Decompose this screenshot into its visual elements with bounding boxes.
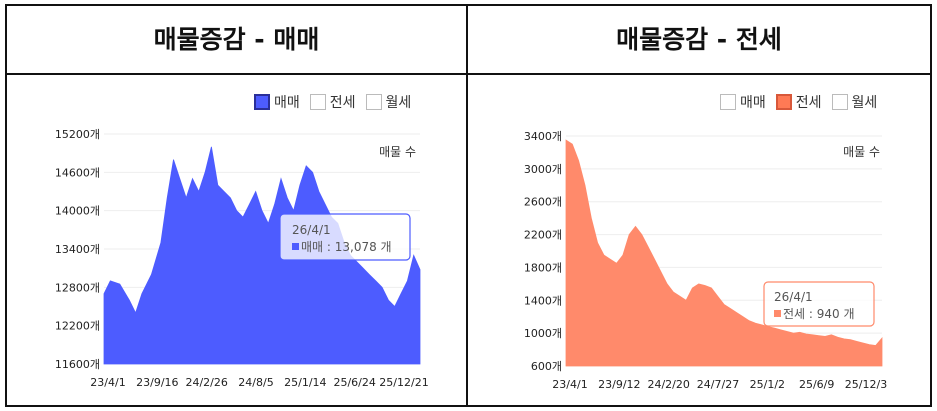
tooltip-date: 26/4/1: [774, 290, 813, 304]
left-legend: 매매 전세 월세: [250, 92, 411, 112]
legend-toggle-sale[interactable]: 매매: [254, 92, 300, 112]
checkbox-checked-icon[interactable]: [254, 94, 270, 110]
legend-toggle-jeonse[interactable]: 전세: [309, 92, 356, 112]
y-tick-label: 12800개: [55, 281, 100, 294]
y-tick-label: 1800개: [524, 261, 562, 274]
sale-listings-chart[interactable]: 15200개 14600개 14000개 13400개 12800개 12200개 1160…: [30, 120, 450, 400]
legend-label: 전세: [329, 95, 356, 111]
tooltip: 26/4/1 매매 : 13,078 개: [279, 213, 411, 261]
checkbox-unchecked-icon[interactable]: [309, 94, 326, 110]
x-tick-label: 23/4/1: [90, 376, 125, 389]
legend-toggle-jeonse[interactable]: 전세: [775, 92, 822, 112]
panel-divider-vertical: [466, 4, 468, 407]
header-divider: [5, 73, 932, 75]
y-tick-label: 1000개: [524, 327, 562, 340]
y-tick-label: 11600개: [55, 358, 100, 371]
y-tick-label: 2200개: [524, 229, 562, 242]
legend-label: 월세: [851, 95, 878, 111]
legend-label: 전세: [795, 95, 822, 111]
tooltip-value: 매매 : 13,078 개: [301, 240, 392, 254]
right-panel-title: 매물증감 - 전세: [616, 25, 782, 54]
y-tick-label: 14600개: [55, 166, 100, 179]
x-tick-label: 23/4/1: [552, 378, 587, 391]
tooltip-value: 전세 : 940 개: [783, 307, 855, 321]
x-tick-label: 25/6/9: [799, 378, 834, 391]
y-tick-label: 600개: [531, 360, 562, 373]
y-tick-label: 2600개: [524, 196, 562, 209]
legend-toggle-monthly[interactable]: 월세: [365, 92, 412, 112]
y-tick-label: 15200개: [55, 128, 100, 141]
checkbox-unchecked-icon[interactable]: [720, 94, 736, 110]
legend-label: 월세: [385, 95, 412, 111]
x-tick-label: 23/9/12: [598, 378, 640, 391]
sale-area-series: [103, 146, 421, 365]
x-tick-label: 25/6/24: [333, 376, 375, 389]
tooltip-swatch: [774, 310, 781, 317]
right-legend: 매매 전세 월세: [716, 92, 877, 112]
tooltip-swatch: [292, 243, 299, 250]
x-tick-label: 24/2/26: [185, 376, 227, 389]
series-caption: 매물 수: [379, 145, 416, 159]
checkbox-unchecked-icon[interactable]: [831, 94, 848, 110]
checkbox-checked-icon[interactable]: [775, 94, 792, 110]
series-caption: 매물 수: [843, 145, 880, 159]
x-tick-label: 24/8/5: [238, 376, 273, 389]
jeonse-listings-chart[interactable]: 3400개3000개2600개2200개1800개1400개1000개600개 …: [490, 120, 910, 400]
x-tick-label: 25/12/21: [379, 376, 428, 389]
x-tick-label: 24/2/20: [647, 378, 689, 391]
x-tick-label: 25/1/2: [750, 378, 785, 391]
legend-toggle-sale[interactable]: 매매: [720, 92, 766, 112]
y-tick-label: 1400개: [524, 294, 562, 307]
x-tick-label: 25/1/14: [284, 376, 326, 389]
y-tick-label: 14000개: [55, 205, 100, 218]
y-tick-label: 12200개: [55, 320, 100, 333]
y-tick-label: 3400개: [524, 130, 562, 143]
y-tick-label: 3000개: [524, 163, 562, 176]
x-tick-label: 25/12/3: [845, 378, 887, 391]
y-tick-label: 13400개: [55, 243, 100, 256]
panel-frame: [5, 4, 932, 407]
x-tick-label: 24/7/27: [697, 378, 739, 391]
x-tick-label: 23/9/16: [136, 376, 178, 389]
tooltip: 26/4/1 전세 : 940 개: [763, 281, 875, 327]
legend-label: 매매: [740, 95, 766, 111]
left-panel-title: 매물증감 - 매매: [153, 25, 320, 54]
legend-label: 매매: [274, 95, 300, 111]
legend-toggle-monthly[interactable]: 월세: [831, 92, 878, 112]
tooltip-date: 26/4/1: [292, 223, 331, 237]
checkbox-unchecked-icon[interactable]: [365, 94, 382, 110]
jeonse-area-series: [565, 139, 883, 367]
